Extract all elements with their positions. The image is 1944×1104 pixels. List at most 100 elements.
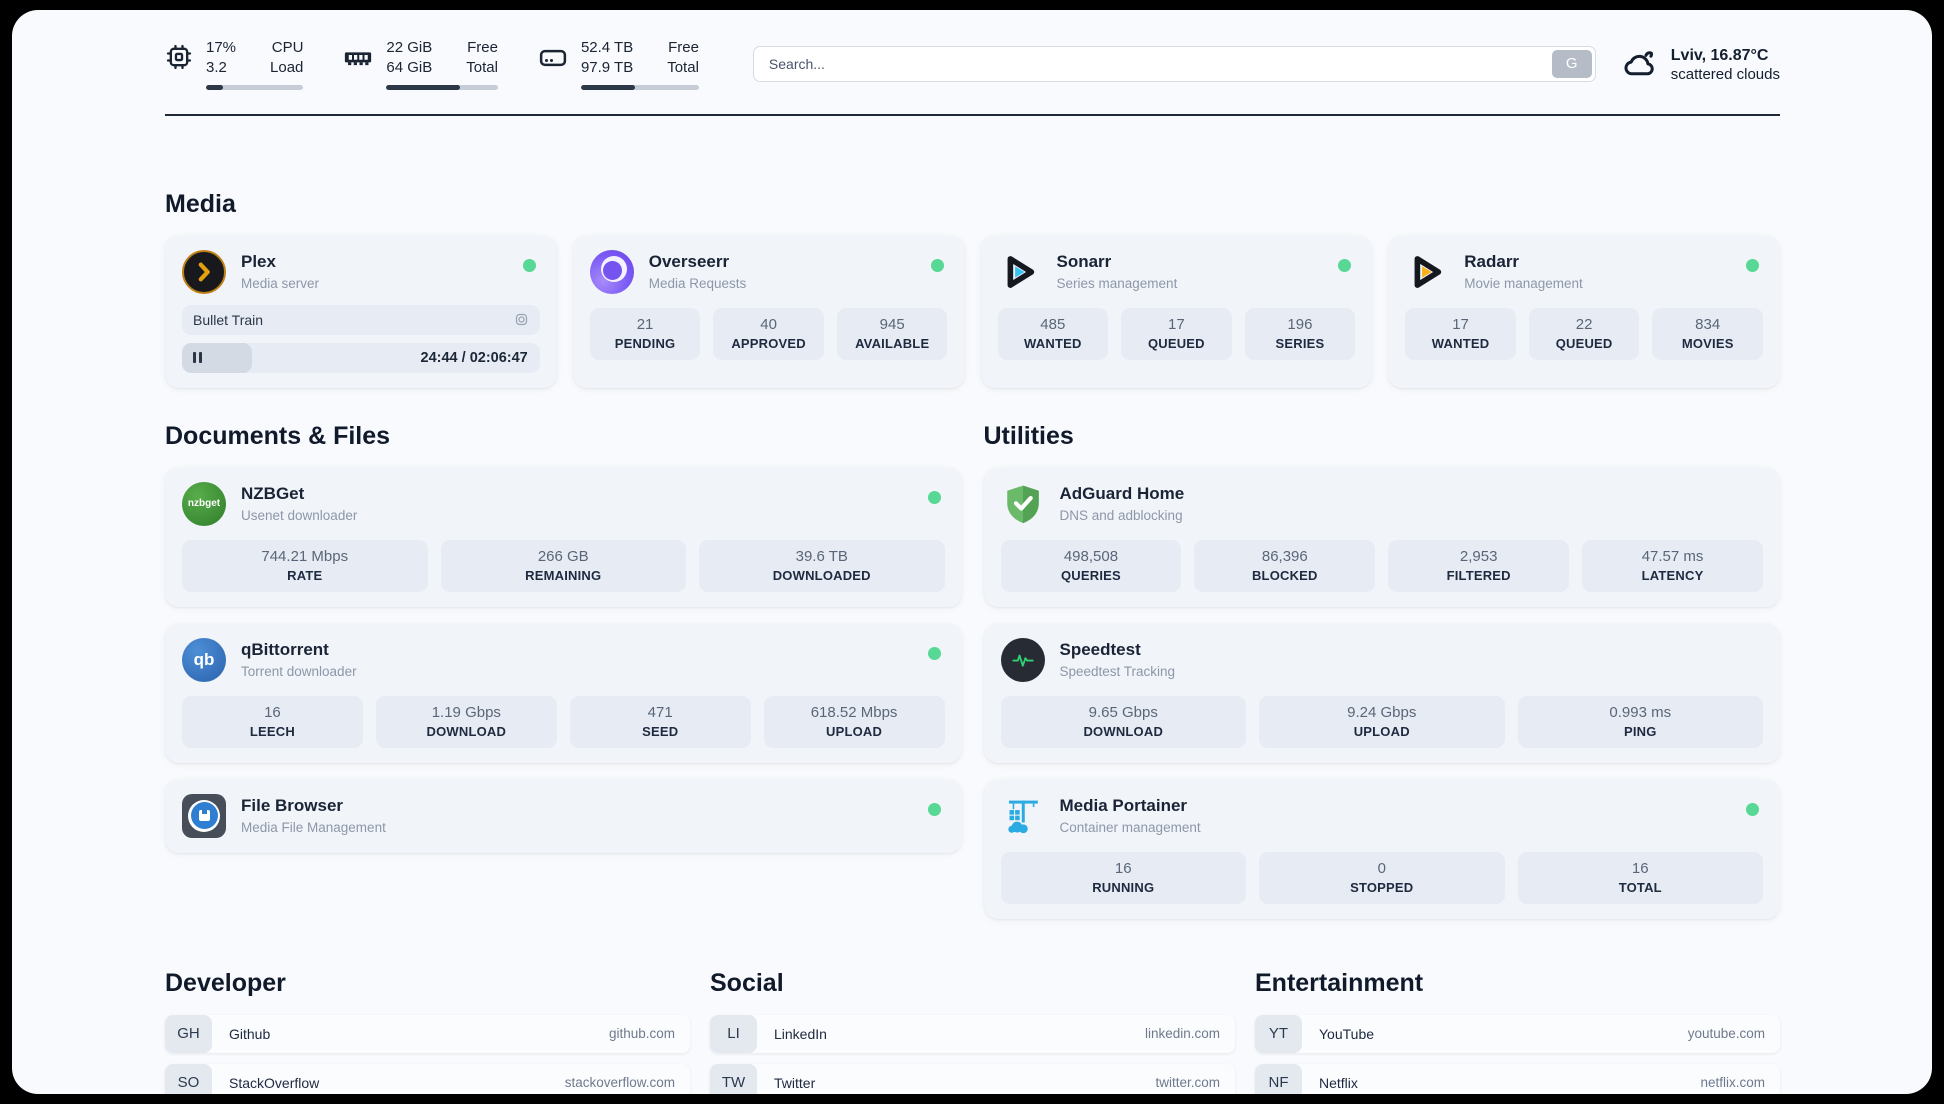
stat-movies: 834 MOVIES xyxy=(1652,307,1763,360)
status-dot xyxy=(1746,802,1759,816)
dashboard-page: 17% 3.2 CPU Load xyxy=(12,10,1932,1094)
cpu-labels: CPU Load xyxy=(270,39,304,76)
pause-button[interactable] xyxy=(182,342,252,373)
bookmarks-social: Social LI LinkedIn linkedin.com TW Twitt… xyxy=(710,969,1235,1094)
status-dot xyxy=(1338,258,1352,272)
section-title-documents: Documents & Files xyxy=(165,421,391,450)
bookmark-youtube[interactable]: YT YouTube youtube.com xyxy=(1255,1014,1780,1053)
section-title-entertainment: Entertainment xyxy=(1255,968,1424,997)
stat-upload: 9.24 Gbps UPLOAD xyxy=(1259,695,1505,748)
stat-available: 945 AVAILABLE xyxy=(836,307,948,360)
bookmark-url: linkedin.com xyxy=(1144,1026,1220,1042)
cpu-icon xyxy=(166,44,192,70)
stat-download: 1.19 Gbps DOWNLOAD xyxy=(375,695,557,748)
stat-pending: 21 PENDING xyxy=(589,307,701,360)
bookmark-abbr: LI xyxy=(710,1014,757,1053)
cpu-progressbar xyxy=(206,84,304,90)
app-subtitle: Series management xyxy=(1056,275,1178,291)
stat-running: 16 RUNNING xyxy=(1000,851,1246,904)
search-input[interactable] xyxy=(756,55,1552,72)
bookmark-abbr: TW xyxy=(710,1063,757,1094)
stat-wanted: 17 WANTED xyxy=(1405,307,1516,360)
app-subtitle: Media File Management xyxy=(241,819,386,835)
bookmark-linkedin[interactable]: LI LinkedIn linkedin.com xyxy=(710,1014,1235,1053)
bookmark-github[interactable]: GH Github github.com xyxy=(165,1014,690,1053)
plex-icon xyxy=(182,249,226,294)
app-card-plex[interactable]: Plex Media server Bullet Train 24:44 / 0… xyxy=(165,234,557,388)
now-playing-title: Bullet Train xyxy=(193,311,264,328)
cpu-metric: 17% 3.2 CPU Load xyxy=(165,38,304,90)
bookmark-name: Twitter xyxy=(774,1074,816,1091)
status-dot xyxy=(927,802,941,816)
bookmark-twitter[interactable]: TW Twitter twitter.com xyxy=(710,1063,1235,1094)
header-divider xyxy=(165,113,1780,116)
bookmark-url: twitter.com xyxy=(1155,1075,1220,1091)
app-name: File Browser xyxy=(241,796,344,816)
pause-icon xyxy=(193,352,196,364)
app-subtitle: Torrent downloader xyxy=(241,663,357,679)
bookmark-stackoverflow[interactable]: SO StackOverflow stackoverflow.com xyxy=(165,1063,690,1094)
cpu-values: 17% 3.2 xyxy=(206,39,237,76)
app-subtitle: Media server xyxy=(241,275,320,291)
stat-rate: 744.21 Mbps RATE xyxy=(182,539,428,592)
search-bar: G xyxy=(752,45,1596,82)
stat-stopped: 0 STOPPED xyxy=(1259,851,1505,904)
playback-time: 24:44 / 02:06:47 xyxy=(420,349,528,366)
nzbget-icon: nzbget xyxy=(182,481,226,526)
app-card-radarr[interactable]: Radarr Movie management 17 WANTED 22 QUEUE… xyxy=(1388,234,1780,388)
app-name: Sonarr xyxy=(1056,252,1112,272)
memory-values: 22 GiB 64 GiB xyxy=(386,39,433,76)
bookmark-name: StackOverflow xyxy=(229,1074,320,1091)
app-card-speedtest[interactable]: Speedtest Speedtest Tracking 9.65 Gbps DO… xyxy=(983,622,1780,763)
app-name: Overseerr xyxy=(648,252,730,272)
bookmarks-entertainment: Entertainment YT YouTube youtube.com NF … xyxy=(1255,969,1780,1094)
stat-upload: 618.52 Mbps UPLOAD xyxy=(763,695,945,748)
cloud-icon xyxy=(1624,51,1654,76)
bookmark-url: youtube.com xyxy=(1687,1026,1765,1042)
bookmarks-developer: Developer GH Github github.com SO StackO… xyxy=(165,969,690,1094)
player-progress: 24:44 / 02:06:47 xyxy=(182,342,540,373)
app-card-qbittorrent[interactable]: qb qBittorrent Torrent downloader 16 LEEC… xyxy=(165,622,962,763)
stat-series: 196 SERIES xyxy=(1244,307,1356,360)
stat-filtered: 2,953 FILTERED xyxy=(1388,539,1570,592)
bookmark-url: stackoverflow.com xyxy=(564,1075,675,1091)
status-dot xyxy=(927,490,941,504)
app-name: Radarr xyxy=(1464,252,1520,272)
app-subtitle: DNS and adblocking xyxy=(1059,507,1183,523)
bookmarks: Developer GH Github github.com SO StackO… xyxy=(165,969,1780,1094)
disk-values: 52.4 TB 97.9 TB xyxy=(580,39,634,76)
status-dot xyxy=(927,646,941,660)
app-card-filebrowser[interactable]: File Browser Media File Management xyxy=(165,778,962,853)
bookmark-abbr: SO xyxy=(165,1063,212,1094)
app-subtitle: Media Requests xyxy=(648,275,747,291)
stat-ping: 0.993 ms PING xyxy=(1517,695,1763,748)
app-card-sonarr[interactable]: Sonarr Series management 485 WANTED 17 QUE… xyxy=(980,234,1373,388)
portainer-crane-icon xyxy=(1001,794,1045,838)
search-engine-button[interactable]: G xyxy=(1551,49,1592,78)
section-title-media: Media xyxy=(165,189,236,218)
sonarr-icon xyxy=(998,250,1042,294)
section-title-social: Social xyxy=(710,968,784,997)
stat-wanted: 485 WANTED xyxy=(997,307,1109,360)
app-card-overseerr[interactable]: Overseerr Media Requests 21 PENDING 40 APP… xyxy=(572,234,965,388)
bookmark-abbr: YT xyxy=(1255,1014,1302,1053)
ram-icon xyxy=(345,52,372,66)
overseerr-icon xyxy=(589,249,634,294)
bookmark-netflix[interactable]: NF Netflix netflix.com xyxy=(1255,1063,1780,1094)
app-card-adguard[interactable]: AdGuard Home DNS and adblocking 498,508 Q… xyxy=(983,466,1780,607)
app-card-portainer[interactable]: Media Portainer Container management 16 R… xyxy=(983,778,1780,919)
app-card-nzbget[interactable]: nzbget NZBGet Usenet downloader 744.21 M… xyxy=(165,466,962,607)
movie-camera-icon xyxy=(514,312,529,327)
app-subtitle: Usenet downloader xyxy=(241,507,358,523)
bookmark-abbr: NF xyxy=(1255,1063,1302,1094)
stat-latency: 47.57 ms LATENCY xyxy=(1582,539,1763,592)
bookmark-name: Netflix xyxy=(1319,1074,1358,1091)
memory-labels: Free Total xyxy=(466,39,498,76)
stat-queries: 498,508 QUERIES xyxy=(1000,539,1182,592)
disk-metric: 52.4 TB 97.9 TB Free Total xyxy=(538,38,699,90)
section-title-utilities: Utilities xyxy=(983,421,1074,450)
weather-location-temp: Lviv, 16.87°C xyxy=(1670,46,1769,64)
app-name: Speedtest xyxy=(1059,640,1141,660)
media-cards: Plex Media server Bullet Train 24:44 / 0… xyxy=(165,234,1780,388)
